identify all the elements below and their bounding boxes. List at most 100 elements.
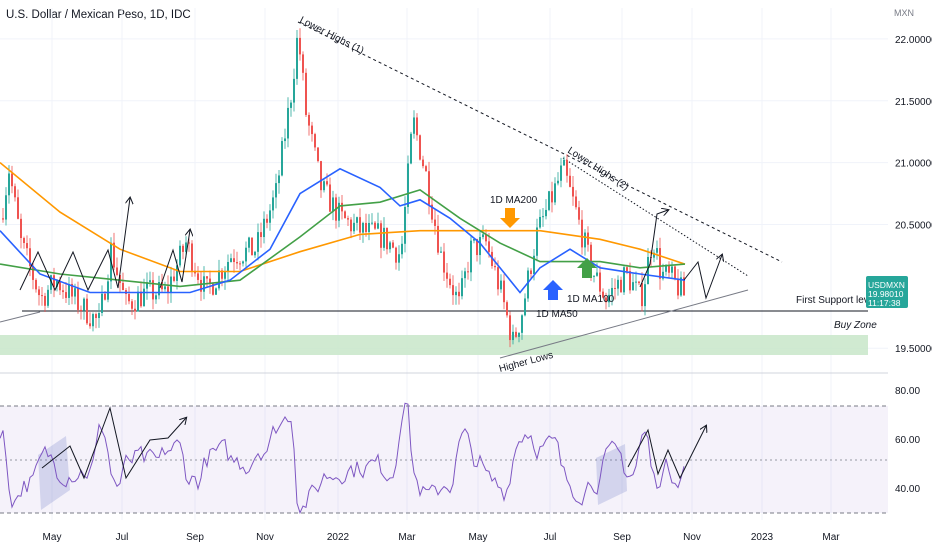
candle-body xyxy=(311,125,313,135)
candle-body xyxy=(602,291,604,298)
time-tick-label: Nov xyxy=(256,532,274,543)
candle-body xyxy=(638,281,640,284)
candle-body xyxy=(458,291,460,297)
candle-body xyxy=(539,216,541,228)
candle-body xyxy=(260,232,262,238)
candle-body xyxy=(269,210,271,223)
candle-body xyxy=(113,242,115,268)
candle-body xyxy=(449,278,451,286)
ma100-line xyxy=(0,189,686,288)
candle-body xyxy=(488,241,490,252)
candle-body xyxy=(242,261,244,264)
candle-body xyxy=(437,225,439,253)
candle-body xyxy=(446,272,448,279)
candle-body xyxy=(224,271,226,279)
candle-body xyxy=(281,141,283,176)
time-tick-label: May xyxy=(469,532,488,543)
candle-body xyxy=(656,248,658,253)
candle-body xyxy=(377,223,379,229)
candle-body xyxy=(293,78,295,103)
candle-body xyxy=(338,202,340,221)
price-tick-label: 20.50000 xyxy=(895,220,932,231)
ma50-line xyxy=(0,167,686,294)
candle-body xyxy=(440,251,442,253)
candle-body xyxy=(389,242,391,250)
ma50-label: 1D MA50 xyxy=(536,309,578,320)
candle-body xyxy=(428,171,430,205)
candle-body xyxy=(95,314,97,319)
lower-highs-1-trendline xyxy=(297,21,783,263)
time-tick-label: Mar xyxy=(398,532,416,543)
candle-body xyxy=(266,218,268,223)
candle-body xyxy=(251,237,253,256)
candle-body xyxy=(665,265,667,272)
lower-highs-2-label: Lower Highs (2) xyxy=(565,145,630,193)
candle-body xyxy=(263,218,265,238)
candle-body xyxy=(68,283,70,298)
candle-body xyxy=(2,218,4,220)
candle-body xyxy=(98,312,100,319)
time-tick-label: 2022 xyxy=(327,532,350,543)
price-tick-label: 22.00000 xyxy=(895,35,932,46)
ma200-label: 1D MA200 xyxy=(490,195,538,206)
badge-countdown: 11:17:38 xyxy=(868,298,901,308)
candle-body xyxy=(416,117,418,136)
candle-body xyxy=(26,243,28,249)
candle-body xyxy=(227,261,229,272)
candle-body xyxy=(23,238,25,244)
candle-body xyxy=(623,267,625,293)
candle-body xyxy=(329,184,331,212)
candle-body xyxy=(275,183,277,198)
candle-body xyxy=(104,293,106,300)
candle-body xyxy=(221,270,223,279)
candle-body xyxy=(296,37,298,79)
candle-body xyxy=(248,237,250,248)
time-tick-label: Nov xyxy=(683,532,701,543)
time-tick-label: Mar xyxy=(822,532,840,543)
candle-body xyxy=(524,298,526,316)
price-tick-label: 21.50000 xyxy=(895,97,932,108)
candle-body xyxy=(254,251,256,256)
candle-body xyxy=(299,37,301,55)
candle-body xyxy=(53,275,55,287)
candle-body xyxy=(323,181,325,191)
rsi-channel-right xyxy=(596,444,627,505)
candle-body xyxy=(563,159,565,166)
candle-body xyxy=(14,186,16,198)
candle-body xyxy=(614,287,616,289)
candle-body xyxy=(644,284,646,307)
candle-body xyxy=(680,277,682,296)
candle-body xyxy=(659,248,661,279)
candle-body xyxy=(188,242,190,244)
candle-body xyxy=(407,163,409,207)
candle-body xyxy=(572,186,574,197)
candle-body xyxy=(107,281,109,300)
candle-body xyxy=(620,279,622,293)
candle-body xyxy=(536,227,538,256)
first-support-label: First Support level xyxy=(796,295,877,306)
rsi-zigzag xyxy=(41,406,186,480)
candle-body xyxy=(314,134,316,148)
buy-zone-label: Buy Zone xyxy=(834,320,877,331)
candle-body xyxy=(554,183,556,203)
candle-body xyxy=(302,54,304,73)
candle-body xyxy=(137,291,139,312)
rsi-tick-label: 60.00 xyxy=(895,435,920,446)
candle-body xyxy=(332,197,334,212)
candle-body xyxy=(71,283,73,297)
rsi-series xyxy=(0,402,685,515)
candle-body xyxy=(320,161,322,191)
rsi-zigzag xyxy=(627,426,706,480)
candle-body xyxy=(353,222,355,232)
candle-body xyxy=(425,166,427,172)
candle-body xyxy=(176,265,178,281)
candle-body xyxy=(608,294,610,303)
time-tick-label: Sep xyxy=(186,532,204,543)
candle-body xyxy=(44,295,46,306)
candle-body xyxy=(470,240,472,273)
candle-body xyxy=(374,222,376,229)
rsi-line xyxy=(0,402,706,515)
candle-body xyxy=(257,232,259,252)
candle-body xyxy=(326,181,328,185)
